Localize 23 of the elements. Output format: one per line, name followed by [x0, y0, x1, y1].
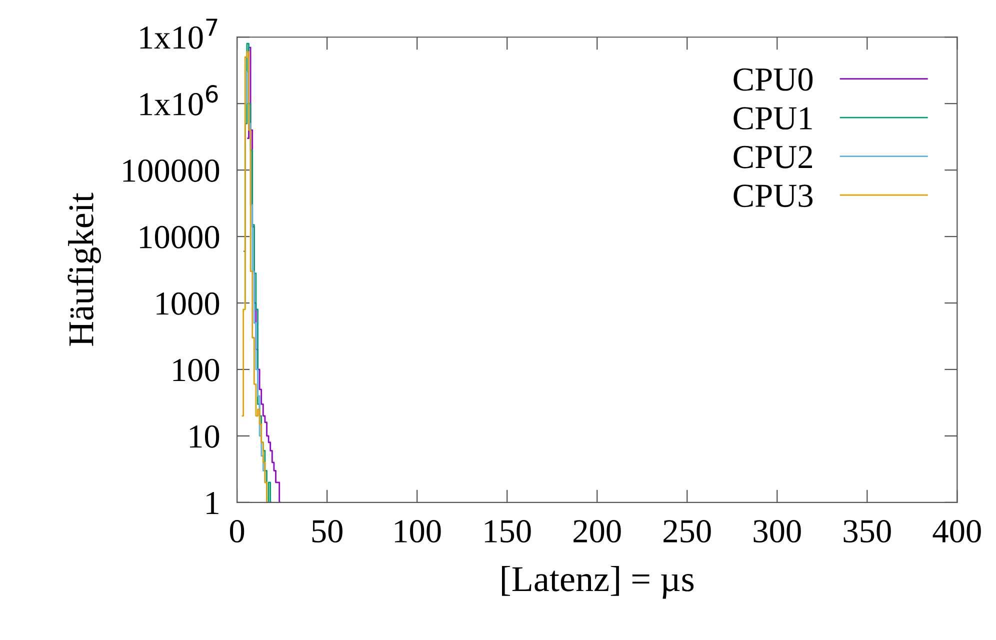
y-tick-label: 100000 — [123, 159, 220, 182]
legend-label: CPU2 — [734, 146, 812, 168]
x-tick-label: 50 — [312, 520, 342, 543]
y-tick-label: 1x10$^{7}$ — [140, 18, 218, 49]
y-tick-label: 1 — [206, 492, 218, 514]
y-tick-label: 10 — [190, 425, 220, 448]
x-axis-title: [Latenz] = µs — [502, 566, 694, 599]
legend-label: CPU3 — [734, 184, 813, 208]
x-tick-label: 400 — [932, 520, 981, 543]
y-tick-label: 100 — [173, 358, 220, 382]
x-tick-label: 100 — [395, 520, 441, 543]
x-tick-label: 150 — [485, 520, 531, 543]
x-tick-label: 350 — [844, 520, 891, 543]
x-tick-label: 200 — [574, 520, 621, 543]
x-tick-label: 300 — [754, 520, 801, 543]
legend-label: CPU0 — [734, 68, 813, 91]
y-tick-label: 1000 — [156, 292, 220, 315]
legend-label: CPU1 — [734, 107, 812, 130]
y-tick-label: 10000 — [140, 226, 220, 248]
y-tick-label: 1x10$^{6}$ — [140, 85, 218, 116]
y-axis-title: Häufigkeit — [68, 192, 101, 346]
x-tick-label: 250 — [664, 520, 711, 543]
x-tick-label: 0 — [230, 520, 244, 543]
